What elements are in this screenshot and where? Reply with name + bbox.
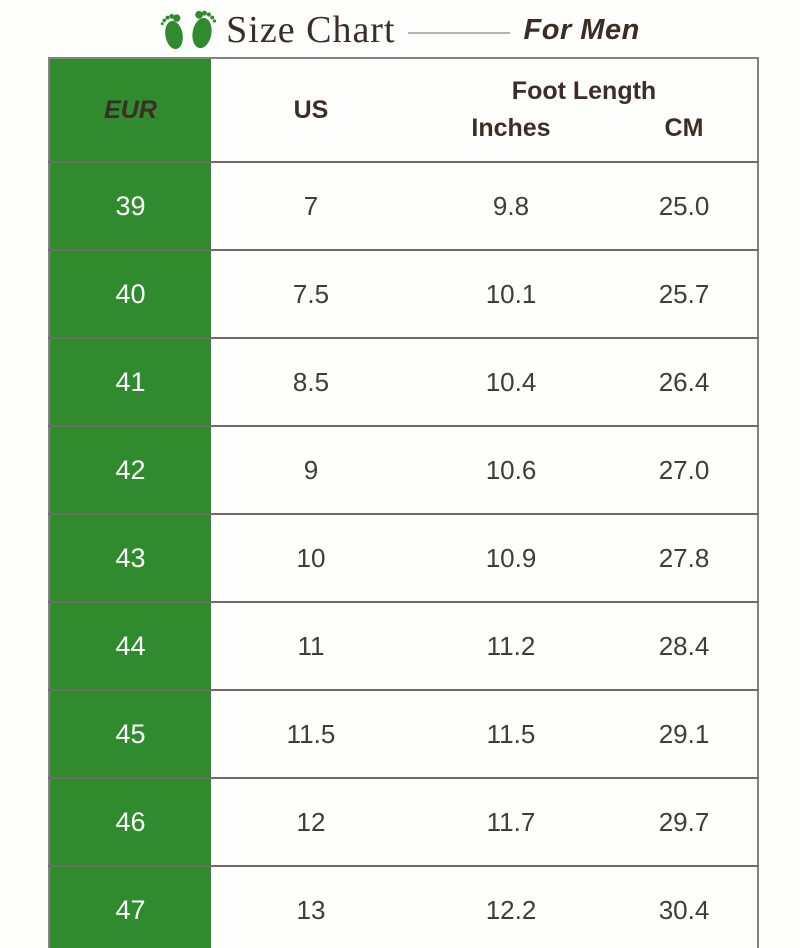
size-table: EUR US Foot Length Inches CM 39 7 9.8 25… xyxy=(48,57,759,948)
inches-cell: 10.4 xyxy=(411,337,611,426)
page-title: Size Chart xyxy=(226,8,396,51)
eur-cell: 46 xyxy=(49,777,211,866)
cm-cell: 29.1 xyxy=(611,689,758,778)
divider-line xyxy=(407,31,510,34)
table-row: 43 10 10.9 27.8 xyxy=(49,513,758,602)
for-men-label: For Men xyxy=(523,14,640,46)
table-header-row: EUR US Foot Length xyxy=(49,58,758,162)
us-cell: 8.5 xyxy=(211,337,411,426)
table-row: 47 13 12.2 30.4 xyxy=(49,865,758,948)
table-row: 42 9 10.6 27.0 xyxy=(49,425,758,514)
cm-cell: 26.4 xyxy=(611,337,758,426)
cm-cell: 27.0 xyxy=(611,425,758,514)
us-header-cell: US xyxy=(293,95,329,124)
table-row: 39 7 9.8 25.0 xyxy=(49,161,758,250)
inches-cell: 10.6 xyxy=(411,425,611,514)
eur-cell: 45 xyxy=(49,689,211,778)
table-row: 46 12 11.7 29.7 xyxy=(49,777,758,866)
eur-header-cell: EUR xyxy=(49,58,211,162)
table-row: 44 11 11.2 28.4 xyxy=(49,601,758,690)
eur-cell: 44 xyxy=(49,601,211,690)
inches-cell: 11.2 xyxy=(411,601,611,690)
inches-cell: 9.8 xyxy=(411,161,611,250)
inches-cell: 11.7 xyxy=(411,777,611,866)
inches-cell: 12.2 xyxy=(411,865,611,948)
table-row: 41 8.5 10.4 26.4 xyxy=(49,337,758,426)
footprints-icon xyxy=(160,10,217,49)
us-cell: 10 xyxy=(211,513,411,602)
us-cell: 9 xyxy=(211,425,411,514)
us-cell: 7.5 xyxy=(211,249,411,338)
eur-cell: 40 xyxy=(49,249,211,338)
cm-cell: 25.0 xyxy=(611,161,758,250)
inches-header-cell: Inches xyxy=(471,114,551,142)
eur-cell: 42 xyxy=(49,425,211,514)
eur-cell: 47 xyxy=(49,865,211,948)
table-row: 40 7.5 10.1 25.7 xyxy=(49,249,758,338)
cm-cell: 27.8 xyxy=(611,513,758,602)
us-cell: 11 xyxy=(211,601,411,690)
eur-cell: 39 xyxy=(49,161,211,250)
inches-cell: 11.5 xyxy=(411,689,611,778)
cm-header-cell: CM xyxy=(664,114,704,142)
eur-cell: 43 xyxy=(49,513,211,602)
eur-cell: 41 xyxy=(49,337,211,426)
cm-cell: 29.7 xyxy=(611,777,758,866)
cm-cell: 28.4 xyxy=(611,601,758,690)
inches-cell: 10.1 xyxy=(411,249,611,338)
inches-cell: 10.9 xyxy=(411,513,611,602)
header: Size Chart For Men xyxy=(0,0,800,57)
us-cell: 12 xyxy=(211,777,411,866)
cm-cell: 30.4 xyxy=(611,865,758,948)
table-row: 45 11.5 11.5 29.1 xyxy=(49,689,758,778)
table-subheader-row: Inches CM xyxy=(49,110,758,162)
us-cell: 13 xyxy=(211,865,411,948)
cm-cell: 25.7 xyxy=(611,249,758,338)
foot-length-header-cell: Foot Length xyxy=(511,77,657,105)
us-cell: 11.5 xyxy=(211,689,411,778)
us-cell: 7 xyxy=(211,161,411,250)
